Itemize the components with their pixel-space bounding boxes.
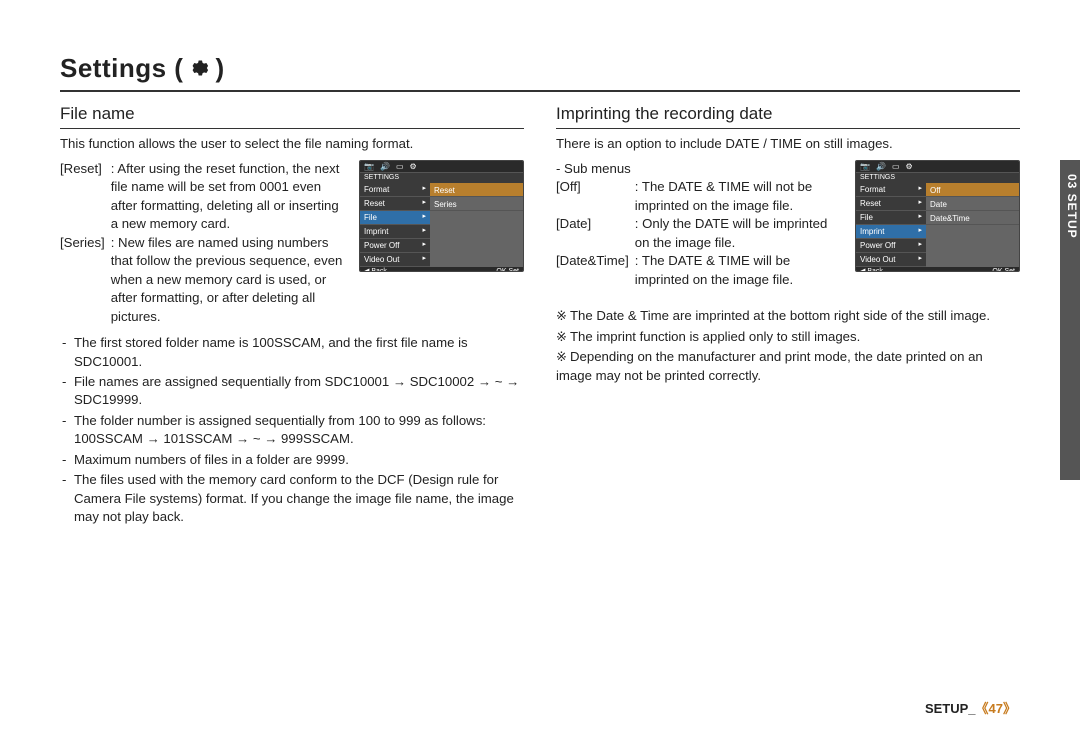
back-label: ◀ Back [860,267,883,272]
gear-icon: ⚙ [906,161,913,172]
menu-item: Reset▸ [856,197,926,211]
menu-item: Reset▸ [360,197,430,211]
note: ※The Date & Time are imprinted at the bo… [556,307,1020,325]
menu-item: Video Out▸ [360,253,430,267]
opt-reset-desc: : After using the reset function, the ne… [111,160,349,234]
screen-menu: Format▸ Reset▸ File▸ Imprint▸ Power Off▸… [856,183,926,267]
menu-item: Format▸ [856,183,926,197]
opt-date-desc: : Only the DATE will be imprinted on the… [635,215,845,252]
menu-item: Power Off▸ [856,239,926,253]
menu-item: Power Off▸ [360,239,430,253]
screen-tabs: 📷 🔊 ▭ ⚙ [856,161,1019,173]
menu-item: Video Out▸ [856,253,926,267]
menu-item: Imprint▸ [360,225,430,239]
screen-tabs: 📷 🔊 ▭ ⚙ [360,161,523,173]
camera-icon: 📷 [860,161,870,172]
gear-icon: ⚙ [410,161,417,172]
manual-page: Settings ( ) File name This function all… [0,0,1080,746]
submenu-item: Series [430,197,523,211]
title-suffix: ) [215,50,224,86]
screen-footer: ◀ Back OK Set [360,267,523,272]
opt-series-desc: : New files are named using numbers that… [111,234,349,326]
page-footer: SETUP_《47》 [925,700,1016,718]
submenu-item-selected: Off [926,183,1019,197]
note: ※Depending on the manufacturer and print… [556,348,1020,385]
left-top-block: [Reset] : After using the reset function… [60,160,524,334]
camera-screen-file: 📷 🔊 ▭ ⚙ SETTINGS Format▸ Reset▸ File▸ Im… [359,160,524,272]
menu-item: File▸ [856,211,926,225]
bullet: The first stored folder name is 100SSCAM… [74,334,524,371]
section-title-file-name: File name [60,102,524,129]
opt-date-label: [Date] [556,215,635,252]
screen-menu: Format▸ Reset▸ File▸ Imprint▸ Power Off▸… [360,183,430,267]
left-intro: This function allows the user to select … [60,135,524,153]
right-top-block: - Sub menus [Off] : The DATE & TIME will… [556,160,1020,297]
left-options: [Reset] : After using the reset function… [60,160,349,326]
sound-icon: 🔊 [876,161,886,172]
bullet: File names are assigned sequentially fro… [74,373,524,410]
display-icon: ▭ [396,161,404,172]
bullet: The files used with the memory card conf… [74,471,524,526]
right-intro: There is an option to include DATE / TIM… [556,135,1020,153]
page-number: 《47》 [976,701,1016,716]
note: ※The imprint function is applied only to… [556,328,1020,346]
opt-off-desc: : The DATE & TIME will not be imprinted … [635,178,845,215]
section-title-imprint: Imprinting the recording date [556,102,1020,129]
bullet: The folder number is assigned sequential… [74,412,524,449]
left-bullets: The first stored folder name is 100SSCAM… [60,334,524,527]
camera-screen-imprint: 📷 🔊 ▭ ⚙ SETTINGS Format▸ Reset▸ File▸ Im… [855,160,1020,272]
opt-off-label: [Off] [556,178,635,215]
title-prefix: Settings ( [60,50,183,86]
submenu-item: Date [926,197,1019,211]
back-label: ◀ Back [364,267,387,272]
menu-item-selected: File▸ [360,211,430,225]
submenu-item-selected: Reset [430,183,523,197]
opt-series-label: [Series] [60,234,111,326]
set-label: OK Set [496,267,519,272]
screen-header: SETTINGS [360,173,523,183]
right-options: [Off] : The DATE & TIME will not be impr… [556,178,845,289]
menu-item: Format▸ [360,183,430,197]
screen-footer: ◀ Back OK Set [856,267,1019,272]
bullet: Maximum numbers of files in a folder are… [74,451,524,469]
gear-icon [189,58,209,78]
screen-submenu: Reset Series [430,183,523,267]
opt-datetime-desc: : The DATE & TIME will be imprinted on t… [635,252,845,289]
columns: File name This function allows the user … [60,102,1020,528]
screen-submenu: Off Date Date&Time [926,183,1019,267]
screen-header: SETTINGS [856,173,1019,183]
display-icon: ▭ [892,161,900,172]
submenu-item: Date&Time [926,211,1019,225]
sound-icon: 🔊 [380,161,390,172]
sub-menus-label: - Sub menus [556,160,845,178]
left-column: File name This function allows the user … [60,102,524,528]
footer-label: SETUP_ [925,701,976,716]
opt-datetime-label: [Date&Time] [556,252,635,289]
set-label: OK Set [992,267,1015,272]
camera-icon: 📷 [364,161,374,172]
page-title: Settings ( ) [60,50,1020,92]
side-tab: 03 SETUP [1060,160,1080,480]
opt-reset-label: [Reset] [60,160,111,234]
right-column: Imprinting the recording date There is a… [556,102,1020,528]
menu-item-selected: Imprint▸ [856,225,926,239]
